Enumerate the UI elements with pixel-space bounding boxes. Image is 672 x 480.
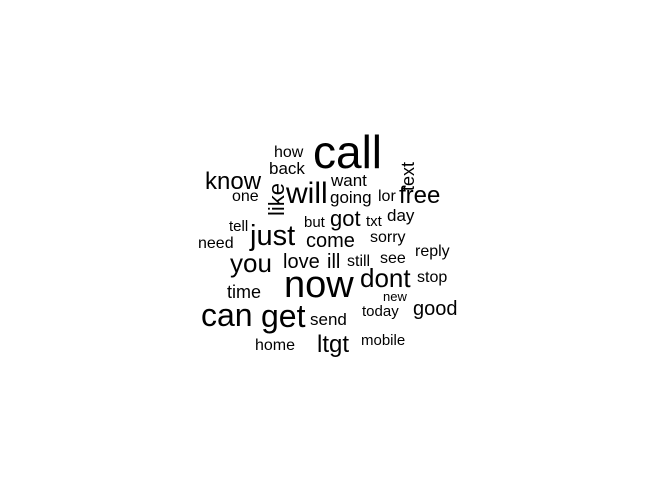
word-stop: stop — [417, 269, 447, 286]
word-sorry: sorry — [370, 229, 406, 246]
word-want: want — [330, 171, 367, 190]
word-but: but — [304, 214, 326, 231]
word-today: today — [362, 303, 399, 320]
word-call: call — [313, 126, 382, 178]
word-need: need — [198, 235, 234, 252]
word-now: now — [284, 264, 354, 306]
word-new: new — [383, 289, 407, 304]
word-like: like — [264, 183, 289, 216]
word-love: love — [283, 251, 320, 273]
word-ltgt: ltgt — [317, 331, 349, 358]
word-free: free — [399, 182, 440, 209]
word-got: got — [330, 206, 361, 231]
word-ill: ill — [327, 251, 340, 273]
word-lor: lor — [378, 188, 396, 205]
word-mobile: mobile — [361, 332, 405, 349]
word-day: day — [387, 206, 415, 225]
word-come: come — [306, 230, 355, 252]
word-can: can — [201, 297, 253, 333]
word-time: time — [227, 282, 261, 302]
word-see: see — [380, 250, 406, 267]
word-text: text — [398, 162, 418, 191]
word-reply: reply — [415, 243, 450, 260]
word-send: send — [310, 310, 347, 329]
word-dont: dont — [360, 263, 411, 293]
word-still: still — [347, 253, 370, 270]
word-get: get — [261, 298, 306, 334]
word-you: you — [230, 248, 272, 278]
word-will: will — [285, 177, 328, 210]
word-going: going — [330, 188, 372, 207]
word-tell: tell — [229, 218, 248, 235]
word-good: good — [413, 298, 458, 320]
word-back: back — [269, 159, 305, 178]
word-just: just — [249, 220, 295, 252]
word-how: how — [274, 144, 304, 161]
word-know: know — [205, 168, 262, 195]
word-home: home — [255, 337, 295, 354]
word-one: one — [232, 188, 259, 205]
word-txt: txt — [366, 213, 383, 230]
